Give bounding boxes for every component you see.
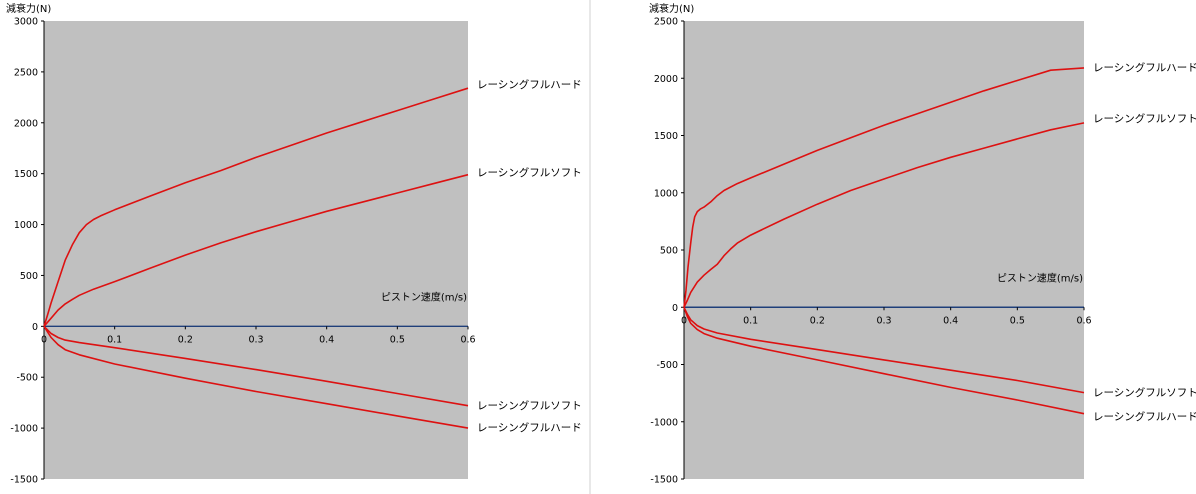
y-tick-label: 1500 [14,169,38,180]
y-tick-label: 2500 [654,17,678,28]
chart-left: 3000 2500 2000 1500 1000 500 0 -500 -1000 -1500 0 0… [6,2,582,486]
y-tick-label: 500 [660,246,678,257]
series-line [683,306,1085,394]
y-tick-label: 0 [32,322,38,333]
series-label: レーシングフルソフト [1093,112,1196,125]
series-line [43,87,469,327]
y-tick-label: -500 [16,373,38,384]
y-tick-label: -1500 [650,475,678,486]
series-line [683,122,1085,308]
x-tick-label: 0.3 [248,334,263,345]
series-label: レーシングフルハード [1093,410,1196,423]
x-tick-label: 0.3 [876,315,891,326]
y-tick-label: -1000 [650,417,678,428]
series-line [683,307,1085,415]
y-tick-label: 1500 [654,131,678,142]
x-axis-title: ピストン速度(m/s) [381,290,467,303]
x-tick-label: 0.5 [1010,315,1025,326]
y-axis-title: 減衰力(N) [6,2,51,15]
x-tick-label: 0.2 [178,334,193,345]
plot-area [684,21,1084,479]
y-tick-label: 1000 [14,220,38,231]
series-label: レーシングフルソフト [477,399,582,412]
plot-area [44,21,468,479]
x-tick-label: 0.6 [460,334,475,345]
series-line [43,173,469,327]
series-line [43,325,469,429]
x-tick-label: 0.2 [810,315,825,326]
y-tick-label: -1000 [10,424,38,435]
x-tick-label: 0.4 [943,315,958,326]
y-tick-label: 3000 [14,17,38,28]
y-tick-label: 500 [20,271,38,282]
x-tick-label: 0.1 [743,315,758,326]
x-tick-label: 0.5 [390,334,405,345]
y-tick-label: 2000 [654,74,678,85]
x-tick-label: 0.4 [319,334,334,345]
series-line [683,67,1085,308]
x-tick-label: 0.1 [107,334,122,345]
y-tick-label: 2500 [14,67,38,78]
y-tick-label: -500 [656,360,678,371]
y-axis-title: 減衰力(N) [649,2,694,15]
x-tick-label: 0 [41,334,47,345]
y-tick-label: 1000 [654,188,678,199]
y-tick-label: -1500 [10,475,38,486]
chart-right: 2500 2000 1500 1000 500 0 -500 -1000 -1500 0 0.1 0.… [649,2,1196,486]
x-tick-label: 0 [681,315,687,326]
x-axis-title: ピストン速度(m/s) [997,271,1083,284]
series-line [43,325,469,407]
series-label: レーシングフルソフト [477,166,582,179]
y-tick-label: 2000 [14,118,38,129]
x-tick-label: 0.6 [1076,315,1091,326]
series-label: レーシングフルハード [477,421,582,434]
series-label: レーシングフルソフト [1093,386,1196,399]
series-label: レーシングフルハード [1093,61,1196,74]
y-tick-label: 0 [672,303,678,314]
series-label: レーシングフルハード [477,78,582,91]
